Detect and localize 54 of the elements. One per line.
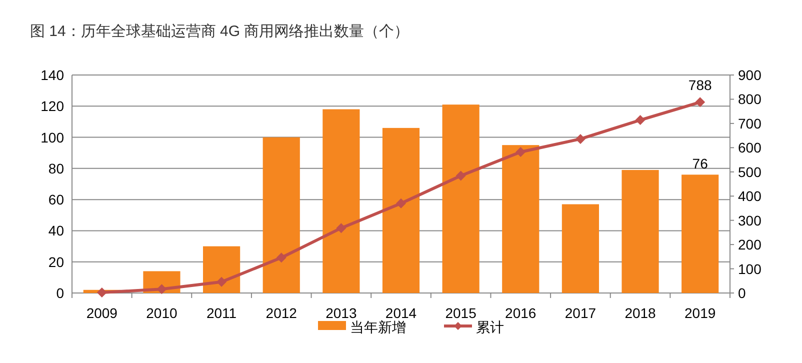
- y-tick-label: 40: [48, 222, 64, 239]
- legend-label: 当年新增: [350, 319, 406, 335]
- point: [276, 252, 286, 263]
- x-tick-label: 2011: [206, 305, 237, 321]
- bar: [562, 204, 599, 293]
- point: [456, 170, 466, 181]
- legend-label: 累计: [476, 319, 504, 335]
- bar: [322, 109, 360, 293]
- bar: [622, 170, 659, 293]
- x-tick-label: 2014: [385, 305, 417, 321]
- y-tick-label: 140: [40, 67, 64, 83]
- data-label: 76: [692, 156, 708, 172]
- y2-tick-label: 0: [738, 285, 746, 301]
- bar: [442, 104, 480, 293]
- y2-tick-label: 600: [738, 140, 762, 156]
- point: [336, 223, 346, 234]
- y2-tick-label: 800: [738, 91, 762, 108]
- point: [575, 134, 586, 144]
- x-tick-label: 2019: [684, 305, 716, 321]
- data-label: 788: [688, 77, 712, 94]
- point: [695, 97, 706, 108]
- x-tick-label: 2016: [505, 305, 536, 321]
- y-tick-label: 20: [48, 254, 64, 270]
- y2-tick-label: 100: [738, 260, 762, 277]
- point: [516, 147, 526, 158]
- bar: [382, 128, 420, 293]
- bar: [682, 174, 719, 293]
- y-tick-label: 80: [48, 160, 64, 176]
- y2-tick-label: 200: [738, 236, 762, 253]
- y2-tick-label: 900: [738, 67, 762, 83]
- y-tick-label: 100: [40, 129, 64, 146]
- x-tick-label: 2018: [624, 305, 656, 321]
- point: [216, 276, 227, 287]
- y2-tick-label: 700: [738, 115, 762, 132]
- x-tick-label: 2012: [266, 305, 298, 321]
- bar: [203, 246, 240, 293]
- x-tick-label: 2009: [86, 305, 118, 321]
- y2-tick-label: 500: [738, 164, 762, 180]
- y2-tick-label: 400: [738, 188, 762, 204]
- y-tick-label: 120: [40, 98, 64, 114]
- chart-title: 图 14：历年全球基础运营商 4G 商用网络推出数量（个）: [30, 23, 410, 40]
- point: [396, 198, 406, 208]
- x-tick-label: 2013: [326, 305, 357, 321]
- point: [635, 115, 646, 126]
- bar: [262, 137, 300, 293]
- y2-tick-label: 300: [738, 212, 762, 228]
- x-tick-label: 2015: [445, 305, 477, 321]
- y-tick-label: 60: [48, 192, 64, 208]
- y-tick-label: 0: [56, 285, 64, 301]
- x-tick-label: 2010: [146, 305, 178, 321]
- x-tick-label: 2017: [564, 305, 596, 321]
- bar: [502, 145, 540, 293]
- point: [96, 288, 107, 298]
- point: [156, 284, 167, 294]
